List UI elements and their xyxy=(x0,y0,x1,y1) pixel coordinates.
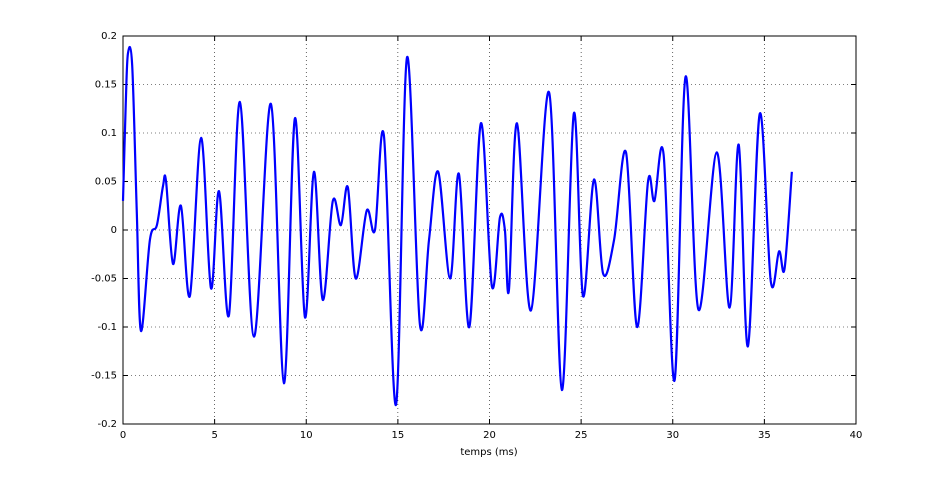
x-tick-label: 35 xyxy=(758,430,771,441)
x-tick-label: 20 xyxy=(483,430,496,441)
y-tick-label: 0 xyxy=(111,225,117,236)
y-tick-label: 0.1 xyxy=(101,128,117,139)
data-line xyxy=(121,45,793,406)
x-tick-label: 5 xyxy=(211,430,217,441)
x-axis-label: temps (ms) xyxy=(460,447,517,458)
y-tick-label: -0.05 xyxy=(91,274,117,285)
x-tick-label: 40 xyxy=(850,430,863,441)
x-tick-label: 30 xyxy=(666,430,679,441)
x-tick-label: 25 xyxy=(575,430,588,441)
x-tick-label: 15 xyxy=(392,430,405,441)
y-tick-label: 0.05 xyxy=(95,177,117,188)
x-tick-label: 0 xyxy=(120,430,126,441)
x-tick-label: 10 xyxy=(300,430,313,441)
y-tick-label: 0.15 xyxy=(95,80,117,91)
y-tick-label: -0.15 xyxy=(91,371,117,382)
axes-box xyxy=(122,35,857,425)
y-tick-label: 0.2 xyxy=(101,31,117,42)
y-tick-label: -0.2 xyxy=(97,419,117,430)
y-tick-label: -0.1 xyxy=(97,322,117,333)
